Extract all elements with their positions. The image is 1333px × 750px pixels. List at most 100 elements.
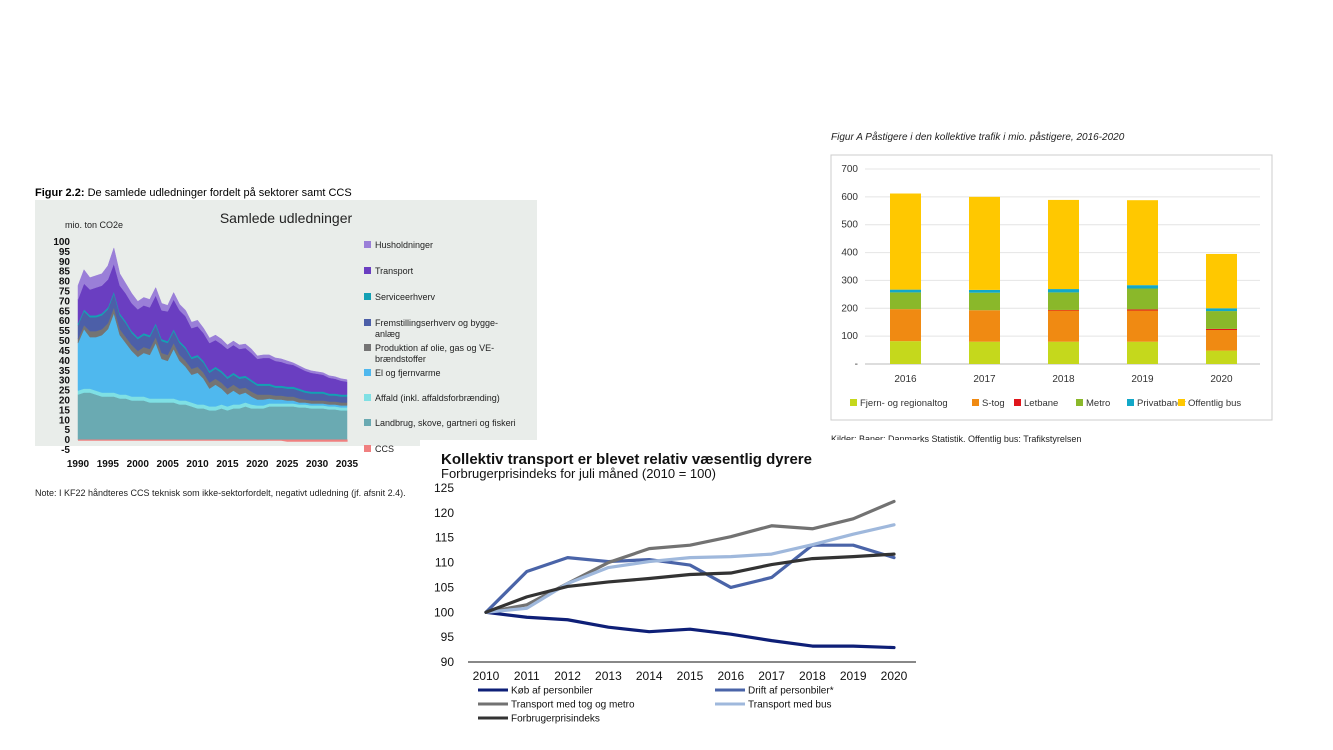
emissions-area-husholdninger xyxy=(77,247,348,382)
transit-x-tick: 2019 xyxy=(1131,374,1154,385)
transit-bar-privatbaner xyxy=(1127,285,1158,289)
transit-bar-fjern-og-regionaltog xyxy=(1206,350,1237,364)
price-subtitle: Forbrugerprisindeks for juli måned (2010… xyxy=(441,466,716,481)
transit-legend-swatch-metro xyxy=(1076,399,1083,406)
transit-y-tick: 300 xyxy=(841,275,858,286)
transit-bar-metro xyxy=(890,292,921,310)
transit-legend-swatch-offentlig-bus xyxy=(1178,399,1185,406)
emissions-y-tick: 65 xyxy=(59,306,71,317)
transit-bar-s-tog xyxy=(969,310,1000,342)
emissions-y-tick: 80 xyxy=(59,277,71,288)
emissions-legend-label: brændstoffer xyxy=(375,354,426,364)
emissions-x-tick: 2030 xyxy=(306,459,329,470)
transit-bar-metro xyxy=(1048,292,1079,310)
transit-bar-offentlig-bus xyxy=(1127,200,1158,286)
transit-bar-privatbaner xyxy=(1206,308,1237,312)
transit-bar-offentlig-bus xyxy=(969,196,1000,290)
emissions-y-tick: 60 xyxy=(59,316,71,327)
emissions-legend-label: Fremstillingserhverv og bygge- xyxy=(375,318,498,328)
emissions-title: Samlede udledninger xyxy=(220,210,353,226)
price-line-forbrugerprisindeks xyxy=(484,552,896,614)
emissions-y-tick: 75 xyxy=(59,287,71,298)
transit-legend-label: Privatbaner xyxy=(1137,398,1186,409)
emissions-legend-swatch-ccs xyxy=(364,445,371,452)
emissions-caption: Figur 2.2: De samlede udledninger fordel… xyxy=(35,187,352,199)
transit-y-tick: 400 xyxy=(841,248,858,259)
price-line-drift-af-personbiler xyxy=(484,543,896,614)
emissions-y-tick: 30 xyxy=(59,376,71,387)
transit-x-tick: 2020 xyxy=(1210,374,1233,385)
transit-legend-label: Letbane xyxy=(1024,398,1058,409)
price-y-tick: 95 xyxy=(441,630,455,644)
emissions-y-tick: 100 xyxy=(53,237,70,248)
transit-plot-area: - 100 200 300 400 500 600 700 2016 2017 2018 2019 20… xyxy=(841,164,1260,385)
transit-bar-fjern-og-regionaltog xyxy=(1127,341,1158,364)
emissions-x-tick: 2010 xyxy=(186,459,209,470)
emissions-note: Note: I KF22 håndteres CCS teknisk som i… xyxy=(35,488,406,498)
emissions-area-ccs xyxy=(78,439,348,442)
emissions-legend-swatch-affald-inkl-affaldsforbr-nding xyxy=(364,394,371,401)
transit-y-tick: - xyxy=(855,359,858,370)
transit-legend-swatch-letbane xyxy=(1014,399,1021,406)
transit-y-tick: 200 xyxy=(841,303,858,314)
transit-bar-metro xyxy=(969,292,1000,311)
price-x-tick: 2016 xyxy=(717,669,744,683)
price-y-tick: 105 xyxy=(434,580,454,594)
transit-legend-label: Fjern- og regionaltog xyxy=(860,398,948,409)
transit-y-tick: 500 xyxy=(841,220,858,231)
transit-bar-s-tog xyxy=(1048,310,1079,342)
transit-bar-privatbaner xyxy=(1048,289,1079,293)
transit-bar-metro xyxy=(1127,288,1158,310)
emissions-legend-label: Transport xyxy=(375,266,414,276)
emissions-plot-area: 1009590858075706560555045403530252015105… xyxy=(53,237,358,470)
transit-bar-letbane xyxy=(1048,309,1079,311)
transit-x-tick: 2016 xyxy=(894,374,917,385)
transit-x-tick: 2017 xyxy=(973,374,996,385)
emissions-y-tick: 5 xyxy=(64,425,70,436)
transit-bar-offentlig-bus xyxy=(1048,199,1079,290)
price-legend-label: Drift af personbiler* xyxy=(748,686,834,697)
transit-figure: Figur A Påstigere i den kollektive trafi… xyxy=(820,120,1290,460)
transit-legend-label: S-tog xyxy=(982,398,1005,409)
transit-legend-swatch-s-tog xyxy=(972,399,979,406)
emissions-figure: Figur 2.2: De samlede udledninger fordel… xyxy=(0,0,560,520)
transit-bar-metro xyxy=(1206,311,1237,329)
transit-y-tick: 700 xyxy=(841,164,858,175)
emissions-legend-swatch-produktion-af-olie-gas-og-ve-br-ndstoffer xyxy=(364,344,371,351)
transit-bar-fjern-og-regionaltog xyxy=(969,341,1000,364)
price-x-tick: 2010 xyxy=(473,669,500,683)
transit-bar-offentlig-bus xyxy=(1206,253,1237,309)
price-legend-label: Transport med tog og metro xyxy=(511,700,635,711)
transit-bar-s-tog xyxy=(890,309,921,342)
emissions-legend-label: Landbrug, skove, gartneri og fiskeri xyxy=(375,418,516,428)
transit-source: Kilder: Baner: Danmarks Statistik. Offen… xyxy=(831,434,1081,444)
emissions-x-tick: 1995 xyxy=(97,459,120,470)
price-y-tick: 125 xyxy=(434,481,454,495)
transit-bar-letbane xyxy=(1206,328,1237,331)
emissions-legend-swatch-serviceerhverv xyxy=(364,293,371,300)
transit-x-tick: 2018 xyxy=(1052,374,1075,385)
price-x-tick: 2012 xyxy=(554,669,581,683)
emissions-y-tick: 15 xyxy=(59,405,71,416)
emissions-caption-prefix: Figur 2.2: xyxy=(35,187,85,199)
emissions-y-tick: 50 xyxy=(59,336,71,347)
price-figure: Kollektiv transport er blevet relativ væ… xyxy=(420,440,920,745)
price-title: Kollektiv transport er blevet relativ væ… xyxy=(441,451,812,468)
transit-y-tick: 100 xyxy=(841,331,858,342)
emissions-y-label: mio. ton CO2e xyxy=(65,220,123,230)
transit-chart: Figur A Påstigere i den kollektive trafi… xyxy=(830,131,1273,444)
emissions-y-tick: 35 xyxy=(59,366,71,377)
transit-bar-privatbaner xyxy=(969,289,1000,293)
emissions-x-tick: 2025 xyxy=(276,459,299,470)
price-line-k-b-af-personbiler xyxy=(484,610,896,650)
emissions-legend: Husholdninger Transport Serviceerhverv Frem… xyxy=(364,240,516,454)
emissions-x-tick: 2000 xyxy=(127,459,150,470)
emissions-legend-swatch-transport xyxy=(364,267,371,274)
transit-bar-letbane xyxy=(1127,309,1158,311)
transit-bar-offentlig-bus xyxy=(890,193,921,290)
transit-legend-label: Offentlig bus xyxy=(1188,398,1241,409)
transit-legend: Fjern- og regionaltog S-tog Letbane Metro Pr… xyxy=(850,398,1241,409)
price-y-tick: 100 xyxy=(434,605,454,619)
transit-bar-fjern-og-regionaltog xyxy=(890,341,921,364)
emissions-legend-label: Husholdninger xyxy=(375,240,433,250)
